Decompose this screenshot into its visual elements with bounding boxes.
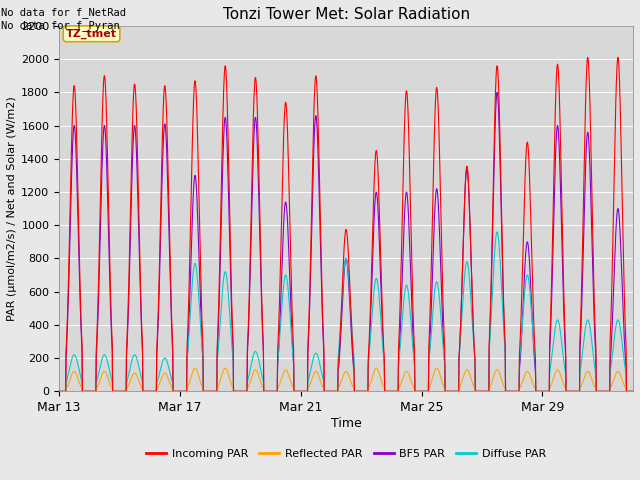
Y-axis label: PAR (μmol/m2/s) / Net and Solar (W/m2): PAR (μmol/m2/s) / Net and Solar (W/m2) xyxy=(7,96,17,321)
Title: Tonzi Tower Met: Solar Radiation: Tonzi Tower Met: Solar Radiation xyxy=(223,7,470,22)
Text: TZ_tmet: TZ_tmet xyxy=(66,29,117,39)
Legend: Incoming PAR, Reflected PAR, BF5 PAR, Diffuse PAR: Incoming PAR, Reflected PAR, BF5 PAR, Di… xyxy=(142,444,550,463)
Text: No data for f_NetRad
No data for f_Pyran: No data for f_NetRad No data for f_Pyran xyxy=(1,7,126,31)
X-axis label: Time: Time xyxy=(331,417,362,430)
